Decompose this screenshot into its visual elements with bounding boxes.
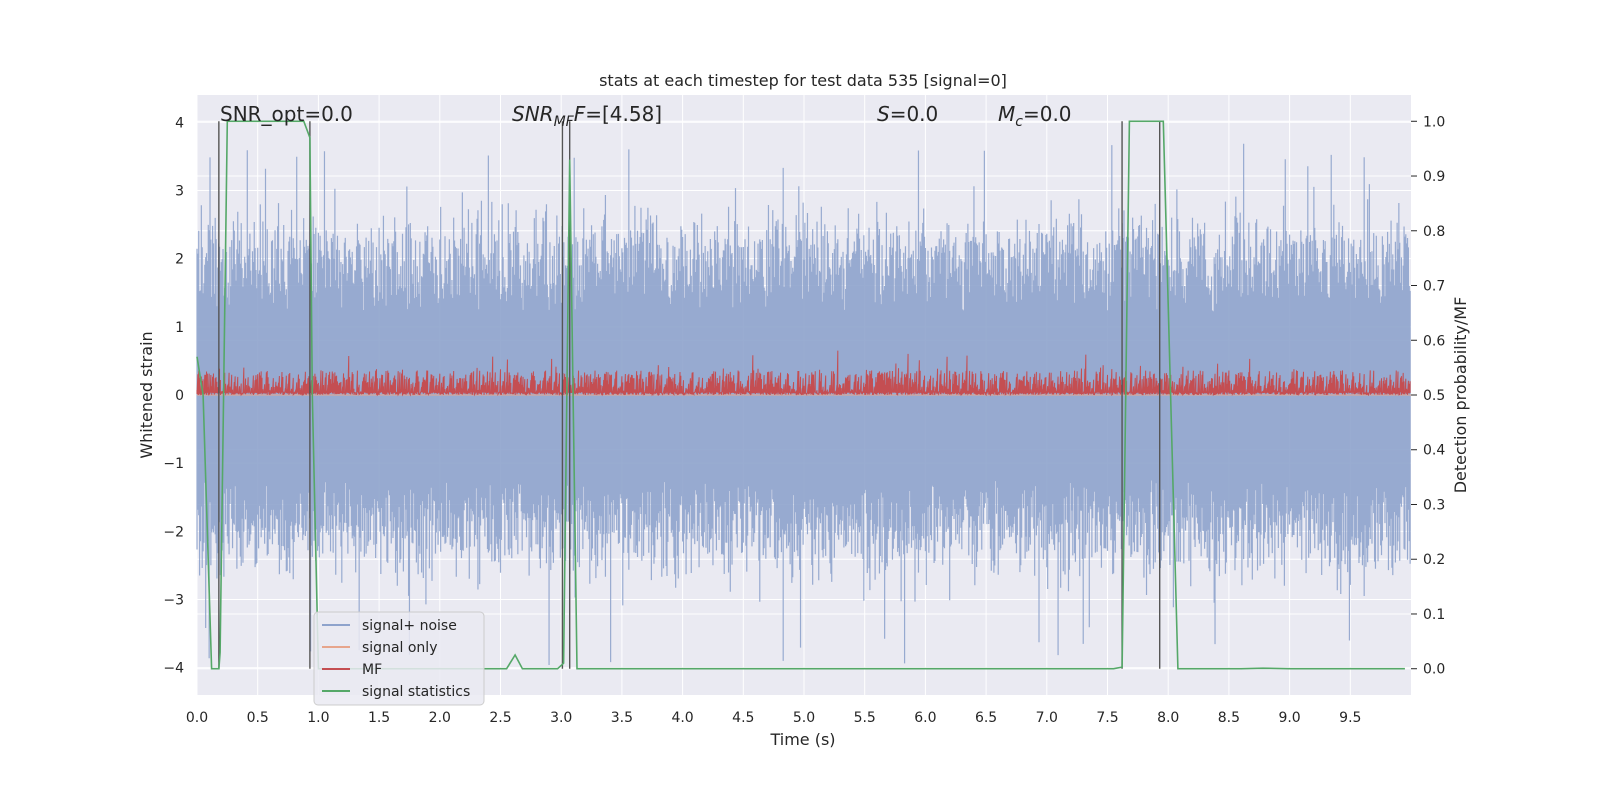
x-tick-label: 4.5 — [732, 710, 754, 726]
x-tick-label: 4.0 — [671, 710, 693, 726]
y2-axis-ticks: 1.0 0.9 0.8 0.7 0.6 0.5 0.4 0.3 0.2 0.1 0.0 — [1411, 114, 1445, 678]
x-tick-label: 0.0 — [186, 710, 208, 726]
y2-tick-label: 0.0 — [1423, 662, 1445, 678]
x-tick-label: 8.5 — [1218, 710, 1240, 726]
x-tick-label: 9.0 — [1278, 710, 1300, 726]
y-tick-label: 0 — [175, 388, 184, 404]
x-tick-label: 7.0 — [1036, 710, 1058, 726]
signal-statistics-series — [196, 120, 1405, 670]
x-tick-label: 2.0 — [429, 710, 451, 726]
x-tick-label: 8.0 — [1157, 710, 1179, 726]
x-tick-label: 7.5 — [1096, 710, 1118, 726]
y-axis-ticks: 4 3 2 1 0 −1 −2 −3 −4 — [163, 115, 184, 676]
y2-tick-label: 0.9 — [1423, 169, 1445, 185]
x-tick-label: 1.0 — [307, 710, 329, 726]
y2-tick-label: 0.7 — [1423, 279, 1445, 295]
y-tick-label: 1 — [175, 320, 184, 336]
annotation-snr-opt: SNR_opt=0.0 — [220, 102, 353, 126]
y-tick-label: −2 — [163, 524, 184, 540]
y2-tick-label: 0.5 — [1423, 388, 1445, 404]
x-axis-label: Time (s) — [769, 730, 835, 749]
annotation-mc: Mc=0.0 — [998, 102, 1072, 130]
legend-box — [313, 611, 485, 706]
x-tick-label: 6.5 — [975, 710, 997, 726]
annotation-snr-mf: SNRMFF=[4.58] — [512, 102, 662, 130]
annotation-s: S=0.0 — [877, 102, 938, 126]
y2-tick-label: 0.1 — [1423, 607, 1445, 623]
y2-tick-label: 0.8 — [1423, 224, 1445, 240]
y-tick-label: 3 — [175, 183, 184, 199]
x-tick-label: 5.0 — [793, 710, 815, 726]
legend: signal+ noise signal only MF signal stat… — [313, 611, 485, 706]
x-tick-label: 9.5 — [1339, 710, 1361, 726]
legend-label-mf: MF — [362, 662, 382, 678]
x-tick-label: 5.5 — [854, 710, 876, 726]
y2-tick-label: 0.6 — [1423, 333, 1445, 349]
x-tick-label: 3.5 — [611, 710, 633, 726]
chart-title: stats at each timestep for test data 535… — [599, 71, 1007, 90]
y-tick-label: −1 — [163, 456, 184, 472]
x-tick-label: 2.5 — [489, 710, 511, 726]
x-tick-label: 6.0 — [914, 710, 936, 726]
signal-statistics-line — [196, 120, 1405, 670]
legend-label-signal-statistics: signal statistics — [362, 684, 470, 700]
y-tick-label: −4 — [163, 661, 184, 677]
y-tick-label: 2 — [175, 252, 184, 268]
y-tick-label: 4 — [175, 115, 184, 131]
y-axis-label: Whitened strain — [137, 331, 156, 458]
legend-label-signal-only: signal only — [362, 640, 437, 656]
x-tick-label: 0.5 — [247, 710, 269, 726]
y-tick-label: −3 — [163, 593, 184, 609]
x-tick-label: 1.5 — [368, 710, 390, 726]
x-tick-label: 3.0 — [550, 710, 572, 726]
x-axis-ticks: 0.0 0.5 1.0 1.5 2.0 2.5 3.0 3.5 4.0 4.5 5.0 5.5 6.0 6… — [186, 710, 1362, 726]
y2-tick-label: 1.0 — [1423, 114, 1445, 130]
y2-axis-label: Detection probability/MF — [1451, 297, 1470, 494]
legend-label-signal-noise: signal+ noise — [362, 618, 457, 634]
mf-series — [196, 350, 1411, 397]
y2-tick-label: 0.3 — [1423, 497, 1445, 513]
y2-tick-label: 0.2 — [1423, 552, 1445, 568]
mf-line — [196, 350, 1411, 397]
y2-tick-label: 0.4 — [1423, 443, 1445, 459]
